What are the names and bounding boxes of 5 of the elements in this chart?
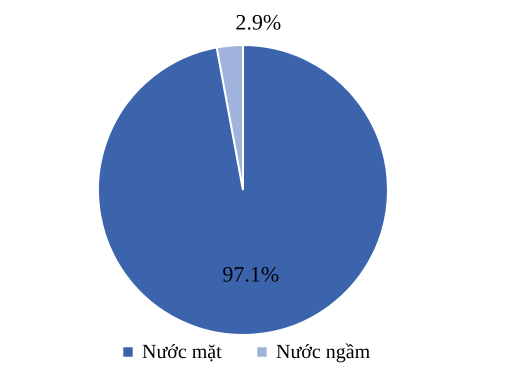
data-label: 97.1% bbox=[222, 262, 280, 287]
data-label: 2.9% bbox=[235, 10, 282, 35]
legend-label: Nước mặt bbox=[142, 341, 222, 363]
pie-slice bbox=[97, 44, 389, 336]
legend-label: Nước ngầm bbox=[276, 341, 371, 363]
